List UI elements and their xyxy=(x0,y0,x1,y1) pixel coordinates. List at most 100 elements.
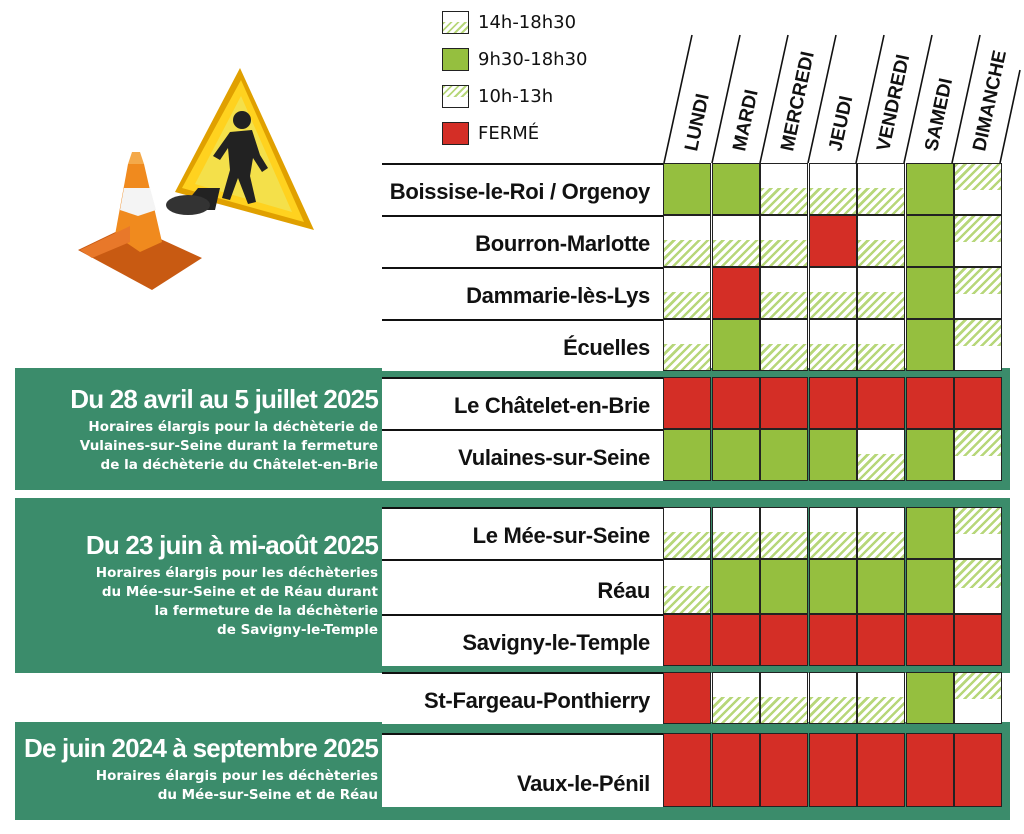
schedule-cell-mercredi xyxy=(760,319,808,371)
schedule-cell-dimanche xyxy=(954,319,1002,371)
legend-label: 14h-18h30 xyxy=(478,11,577,33)
period-title: Du 23 juin à mi-août 2025 xyxy=(85,530,379,560)
schedule-cell-vendredi xyxy=(857,319,905,371)
site-name: Dammarie-lès-Lys xyxy=(382,267,664,319)
schedule-cell-lundi xyxy=(663,163,711,215)
schedule-cell-vendredi xyxy=(857,733,905,807)
traffic-cone-icon xyxy=(78,152,202,290)
schedule-cell-jeudi xyxy=(808,507,857,559)
site-name: Le Châtelet-en-Brie xyxy=(382,377,664,429)
schedule-cell-mardi xyxy=(711,672,760,724)
schedule-cell-mardi xyxy=(711,429,760,481)
site-name: Écuelles xyxy=(382,319,664,371)
period-subtitle: Horaires élargis pour les déchèteries du… xyxy=(95,768,378,803)
schedule-cell-samedi xyxy=(905,429,954,481)
schedule-cell-lundi xyxy=(663,215,711,267)
period-subtitle: Horaires élargis pour les déchèteries du… xyxy=(95,565,378,638)
schedule-cell-jeudi xyxy=(808,163,857,215)
schedule-cell-vendredi xyxy=(857,672,905,724)
schedule-cell-mardi xyxy=(711,267,760,319)
schedule-cell-mardi xyxy=(711,377,760,429)
schedule-cell-lundi xyxy=(663,559,711,614)
legend-item-afternoon: 14h-18h30 xyxy=(442,8,672,36)
schedule-cell-jeudi xyxy=(808,733,857,807)
schedule-cell-dimanche xyxy=(954,733,1002,807)
schedule-cell-mercredi xyxy=(760,163,808,215)
day-header-lines xyxy=(663,34,1021,164)
schedule-cell-samedi xyxy=(905,672,954,724)
site-name: Le Mée-sur-Seine xyxy=(382,507,664,559)
legend-swatch-full-day xyxy=(442,47,469,71)
schedule-cell-dimanche xyxy=(954,377,1002,429)
schedule-cell-mercredi xyxy=(760,672,808,724)
schedule-cell-lundi xyxy=(663,614,711,666)
legend-swatch-closed xyxy=(442,121,469,145)
site-name: Bourron-Marlotte xyxy=(382,215,664,267)
legend-label: FERMÉ xyxy=(478,122,540,144)
schedule-cell-samedi xyxy=(905,559,954,614)
schedule-cell-jeudi xyxy=(808,267,857,319)
schedule-cell-mercredi xyxy=(760,507,808,559)
schedule-cell-lundi xyxy=(663,319,711,371)
roadwork-warning-sign-icon xyxy=(166,68,314,230)
period-band-2-text: Du 23 juin à mi-août 2025 Horaires élarg… xyxy=(15,530,379,640)
schedule-cell-jeudi xyxy=(808,559,857,614)
schedule-cell-lundi xyxy=(663,733,711,807)
schedule-cell-mardi xyxy=(711,163,760,215)
schedule-cell-samedi xyxy=(905,267,954,319)
schedule-cell-jeudi xyxy=(808,319,857,371)
legend-swatch-morning xyxy=(442,84,469,108)
schedule-cell-mercredi xyxy=(760,377,808,429)
schedule-cell-jeudi xyxy=(808,215,857,267)
schedule-cell-samedi xyxy=(905,163,954,215)
schedule-cell-dimanche xyxy=(954,163,1002,215)
period-band-1-text: Du 28 avril au 5 juillet 2025 Horaires é… xyxy=(15,384,379,475)
schedule-cell-dimanche xyxy=(954,507,1002,559)
legend-label: 9h30-18h30 xyxy=(478,48,588,70)
period-band-3-text: De juin 2024 à septembre 2025 Horaires é… xyxy=(15,733,379,805)
schedule-cell-jeudi xyxy=(808,672,857,724)
schedule-cell-vendredi xyxy=(857,507,905,559)
schedule-cell-mercredi xyxy=(760,614,808,666)
legend-swatch-afternoon xyxy=(442,10,469,34)
schedule-cell-dimanche xyxy=(954,429,1002,481)
schedule-cell-samedi xyxy=(905,215,954,267)
schedule-cell-mercredi xyxy=(760,215,808,267)
schedule-cell-vendredi xyxy=(857,163,905,215)
period-title: Du 28 avril au 5 juillet 2025 xyxy=(70,384,379,414)
schedule-cell-dimanche xyxy=(954,672,1002,724)
site-name: Savigny-le-Temple xyxy=(382,614,664,666)
schedule-cell-jeudi xyxy=(808,429,857,481)
schedule-cell-vendredi xyxy=(857,429,905,481)
schedule-cell-lundi xyxy=(663,267,711,319)
schedule-cell-samedi xyxy=(905,733,954,807)
site-name: Vaux-le-Pénil xyxy=(382,733,664,807)
schedule-cell-samedi xyxy=(905,377,954,429)
legend-item-full-day: 9h30-18h30 xyxy=(442,45,672,73)
schedule-cell-jeudi xyxy=(808,377,857,429)
schedule-cell-dimanche xyxy=(954,267,1002,319)
period-subtitle: Horaires élargis pour la déchèterie de V… xyxy=(79,419,378,473)
schedule-cell-vendredi xyxy=(857,267,905,319)
schedule-cell-mercredi xyxy=(760,267,808,319)
schedule-cell-jeudi xyxy=(808,614,857,666)
schedule-cell-samedi xyxy=(905,319,954,371)
schedule-cell-vendredi xyxy=(857,559,905,614)
site-name: Vulaines-sur-Seine xyxy=(382,429,664,481)
schedule-cell-mardi xyxy=(711,215,760,267)
schedule-cell-mardi xyxy=(711,319,760,371)
schedule-cell-mardi xyxy=(711,733,760,807)
schedule-cell-dimanche xyxy=(954,215,1002,267)
site-name: Boissise-le-Roi / Orgenoy xyxy=(382,163,664,215)
schedule-cell-samedi xyxy=(905,614,954,666)
schedule-cell-mardi xyxy=(711,559,760,614)
schedule-cell-lundi xyxy=(663,377,711,429)
schedule-cell-vendredi xyxy=(857,215,905,267)
period-title: De juin 2024 à septembre 2025 xyxy=(23,733,379,763)
legend-label: 10h-13h xyxy=(478,85,554,107)
schedule-cell-mercredi xyxy=(760,429,808,481)
roadwork-illustration xyxy=(78,68,314,290)
schedule-cell-dimanche xyxy=(954,614,1002,666)
site-name: St-Fargeau-Ponthierry xyxy=(382,672,664,724)
schedule-cell-mercredi xyxy=(760,559,808,614)
